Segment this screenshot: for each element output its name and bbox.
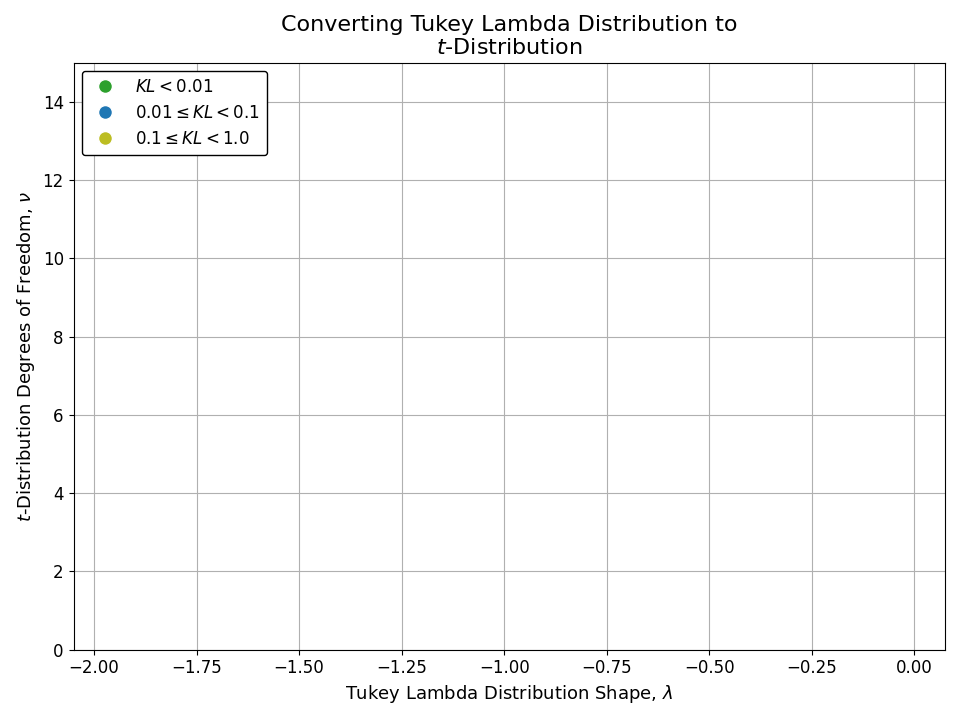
Title: Converting Tukey Lambda Distribution to
$t$-Distribution: Converting Tukey Lambda Distribution to … bbox=[281, 15, 737, 58]
Y-axis label: $t$-Distribution Degrees of Freedom, $\nu$: $t$-Distribution Degrees of Freedom, $\n… bbox=[15, 191, 37, 522]
X-axis label: Tukey Lambda Distribution Shape, $\lambda$: Tukey Lambda Distribution Shape, $\lambd… bbox=[346, 683, 673, 705]
Legend: $KL < 0.01$, $0.01 \leq KL < 0.1$, $0.1 \leq KL < 1.0$: $KL < 0.01$, $0.01 \leq KL < 0.1$, $0.1 … bbox=[82, 71, 267, 155]
